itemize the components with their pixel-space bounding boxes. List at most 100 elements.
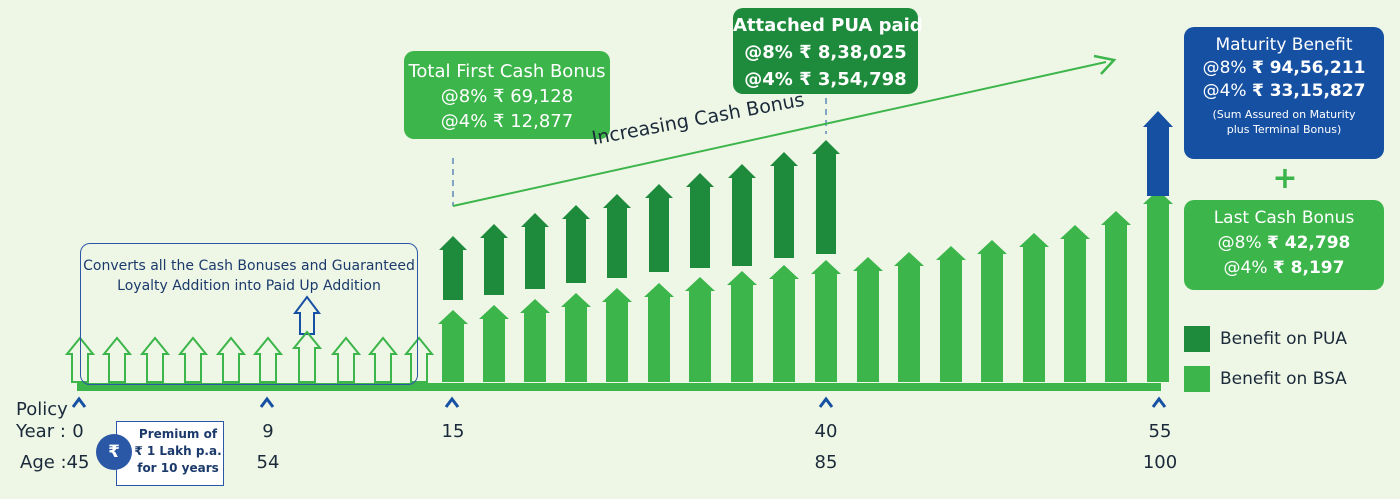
pua-benefit-arrow [603, 194, 631, 278]
pua-benefit-arrow [770, 152, 798, 258]
policy-label: Policy [16, 399, 68, 420]
last-cash-bonus-8pct: @8% ₹ 42,798 [1184, 231, 1384, 256]
paid-up-addition-note: Converts all the Cash Bonuses and Guaran… [80, 256, 418, 296]
axis-caret-icon [1151, 396, 1167, 408]
bsa-benefit-arrow [602, 288, 632, 382]
maturity-benefit-arrow [1143, 111, 1173, 196]
paid-up-addition-outline-arrow [177, 336, 209, 383]
bsa-benefit-arrow [1019, 233, 1049, 382]
premium-text: Premium of ₹ 1 Lakh p.a. for 10 years [133, 426, 223, 477]
tick-age-100: 100 [1142, 452, 1178, 473]
maturity-8pct-prefix: @8% [1202, 58, 1252, 78]
legend-swatch-pua [1184, 326, 1210, 352]
first-cash-bonus-4pct: @4% ₹ 12,877 [440, 111, 574, 132]
paid-up-addition-outline-arrow [367, 336, 399, 383]
pua-benefit-arrow [728, 164, 756, 266]
maturity-benefit-note: (Sum Assured on Maturity plus Terminal B… [1184, 107, 1384, 137]
maturity-4pct-value: ₹ 33,15,827 [1251, 81, 1366, 101]
paid-up-addition-outline-arrow [139, 336, 171, 383]
bsa-benefit-arrow [438, 310, 468, 382]
first-cash-bonus-title: Total First Cash Bonus [408, 61, 606, 82]
premium-line-3: for 10 years [137, 461, 219, 475]
premium-line-1: Premium of [138, 427, 218, 441]
bsa-benefit-arrow [936, 246, 966, 382]
last-8pct-value: ₹ 42,798 [1267, 233, 1351, 253]
bsa-benefit-arrow [1143, 190, 1173, 382]
paid-up-note-line-2: Loyalty Addition into Paid Up Addition [117, 278, 381, 294]
outline-arrows-group [64, 295, 435, 383]
maturity-benefit-4pct: @4% ₹ 33,15,827 [1184, 80, 1384, 103]
extra-marks-group [71, 54, 1173, 408]
paid-up-addition-bracket [80, 243, 418, 385]
attached-pua-box: Attached PUA paid @8% ₹ 8,38,025 @4% ₹ 3… [733, 8, 923, 94]
bsa-benefit-arrow [520, 299, 550, 382]
tick-age-85: 85 [814, 452, 838, 473]
first-cash-bonus-box: Total First Cash Bonus @8% ₹ 69,128 @4% … [404, 51, 610, 139]
timeline-bar [77, 383, 1161, 391]
paid-up-addition-outline-arrow [403, 336, 435, 383]
legend-label-bsa: Benefit on BSA [1220, 369, 1347, 389]
maturity-benefit-title: Maturity Benefit [1215, 35, 1353, 55]
policy-year-label: Year : [16, 421, 66, 442]
first-cash-bonus-8pct: @8% ₹ 69,128 [440, 86, 574, 107]
tick-age-54: 54 [256, 452, 280, 473]
bsa-benefit-arrow [977, 240, 1007, 382]
paid-up-addition-outline-arrow [330, 336, 362, 383]
rupee-coins-icon: ₹ [96, 434, 132, 470]
last-8pct-prefix: @8% [1217, 233, 1267, 253]
increasing-trend-line [452, 61, 1107, 207]
legend-label-pua: Benefit on PUA [1220, 329, 1348, 349]
premium-box [116, 421, 224, 486]
tick-year-9: 9 [262, 421, 274, 442]
pua-benefit-arrow [686, 173, 714, 268]
maturity-8pct-value: ₹ 94,56,211 [1251, 58, 1366, 78]
bsa-benefit-arrow [685, 277, 715, 382]
age-label: Age : [20, 452, 67, 473]
bsa-benefit-arrow [894, 252, 924, 382]
maturity-note-line-1: (Sum Assured on Maturity [1212, 108, 1356, 121]
maturity-benefit-8pct: @8% ₹ 94,56,211 [1184, 57, 1384, 80]
paid-up-addition-outline-arrow [101, 336, 133, 383]
bsa-benefit-arrow [479, 305, 509, 382]
blue-outline-arrow [293, 295, 321, 335]
pua-benefit-arrow [645, 184, 673, 272]
tick-year-0: 0 [72, 421, 84, 442]
bsa-benefit-arrow [853, 257, 883, 382]
paid-up-addition-outline-arrow [252, 336, 284, 383]
pua-benefit-arrow [562, 205, 590, 283]
bsa-benefit-arrow [1060, 225, 1090, 382]
tick-year-40: 40 [814, 421, 838, 442]
pua-benefit-arrow [439, 236, 467, 300]
last-4pct-value: ₹ 8,197 [1272, 258, 1345, 278]
paid-up-addition-outline-arrow [291, 330, 323, 383]
axis-caret-icon [259, 396, 275, 408]
trend-arrowhead-icon [1093, 54, 1117, 75]
attached-pua-8pct: @8% ₹ 8,38,025 [744, 42, 907, 63]
bsa-benefit-arrow [727, 271, 757, 382]
last-4pct-prefix: @4% [1223, 258, 1273, 278]
pua-arrows-group [439, 140, 840, 300]
plus-sign: + [1272, 161, 1298, 196]
bsa-benefit-arrow [561, 293, 591, 382]
bsa-benefit-arrow [811, 260, 841, 382]
pua-benefit-arrow [812, 140, 840, 254]
last-cash-bonus-title: Last Cash Bonus [1213, 208, 1355, 228]
legend-swatch-bsa [1184, 366, 1210, 392]
tick-year-55: 55 [1148, 421, 1172, 442]
tick-age-45: 45 [66, 452, 90, 473]
attached-pua-4pct: @4% ₹ 3,54,798 [744, 69, 907, 90]
bsa-benefit-arrow [644, 283, 674, 382]
paid-up-note-line-1: Converts all the Cash Bonuses and Guaran… [83, 258, 415, 274]
tick-year-15: 15 [441, 421, 465, 442]
axis-caret-icon [71, 396, 87, 408]
maturity-4pct-prefix: @4% [1202, 81, 1252, 101]
attached-pua-title: Attached PUA paid [733, 15, 923, 36]
axis-caret-icon [444, 396, 460, 408]
maturity-note-line-2: plus Terminal Bonus) [1226, 123, 1342, 136]
bsa-benefit-arrow [769, 265, 799, 382]
axis-caret-icon [818, 396, 834, 408]
maturity-benefit-box: Maturity Benefit @8% ₹ 94,56,211 @4% ₹ 3… [1184, 27, 1384, 159]
last-cash-bonus-box: Last Cash Bonus @8% ₹ 42,798 @4% ₹ 8,197 [1184, 200, 1384, 290]
